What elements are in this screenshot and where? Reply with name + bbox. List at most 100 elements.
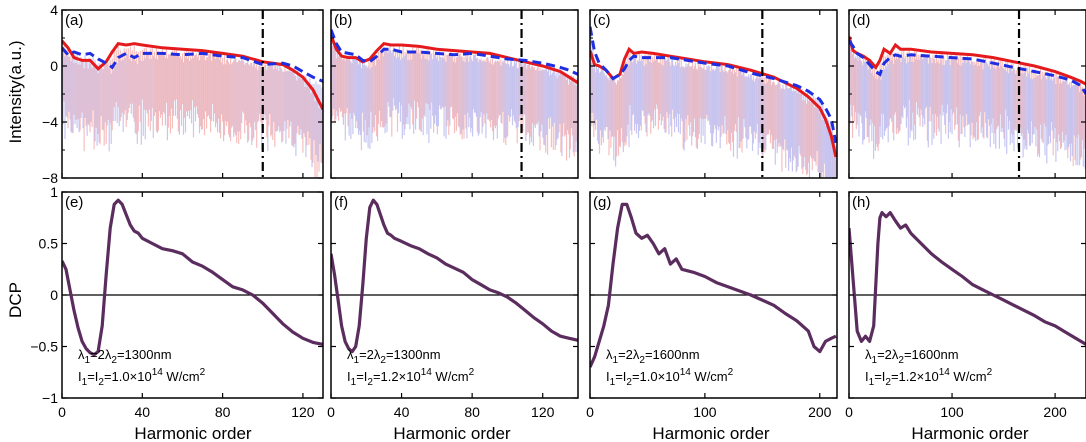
panel-a-plot-area [62,10,323,178]
panel-e-xtick-label: 80 [215,404,231,420]
x-axis-label-panel-h: Harmonic order [911,424,1028,442]
panel-b-blue-envelope [331,29,578,76]
bottom-y-axis-label: DCP [6,282,25,318]
panel-e-annot-exp2: 2 [200,367,206,378]
panel-e-ytick-label: 1 [50,184,58,200]
panel-g-annot-isub2: 2 [626,377,632,388]
panel-h-plot-area [849,211,1086,346]
panel-h-xtick-label: 200 [1043,404,1067,420]
panel-e-ytick-label: −0.5 [30,339,58,355]
panel-f-annot-ieq: =I [356,369,367,384]
panel-g-annot-i1: I [606,369,610,384]
panel-a-ytick-label: 0 [50,58,58,74]
panel-a-red-envelope [62,39,323,111]
panel-f-dcp-curve [331,198,578,354]
panel-f-xtick-label: 120 [531,404,555,420]
panel-e-annot-ieq: =I [87,369,98,384]
panel-c: (c) [589,9,838,179]
panel-d: (d) [848,9,1086,179]
panel-e-annot-eq: =2λ [90,347,112,362]
panel-c-spectrum-red [590,52,836,178]
panel-g-annot-wavelength-value: =1600nm [645,347,700,362]
panel-f-xtick-label: 40 [394,404,410,420]
panel-f-plot-area [331,198,578,354]
panel-g-annot-isub1: 1 [610,377,616,388]
panel-h-dcp-curve [849,211,1086,346]
panel-d-spectrum-red [849,39,1085,166]
panel-g-annot-exp2: 2 [728,367,734,378]
panel-e-dcp-curve [62,198,323,357]
panel-e-xtick-label: 40 [135,404,151,420]
panel-h-annot-unit: W/cm [950,369,987,384]
panel-a-blue-envelope [62,46,323,83]
panel-h-xtick-label: 0 [845,404,853,420]
panel-f-annot-sub2: 2 [380,355,386,366]
panel-f-annot-lambda1: λ [347,347,354,362]
panel-e-annot-unit: W/cm [163,369,200,384]
panel-e-annot-sub2: 2 [111,355,117,366]
panel-e-annot-wavelength-value: =1300nm [117,347,172,362]
panel-g-annot-sub2: 2 [639,355,645,366]
panel-f-annot-exp2: 2 [469,367,475,378]
panel-e-annot-lambda1: λ [78,347,85,362]
panel-e-annot-isub2: 2 [98,377,104,388]
panel-h-annot-intensity-value: =1.2×10 [891,369,939,384]
panel-a-spectrum-red [62,44,322,178]
panel-g-xtick-label: 200 [808,404,832,420]
panel-f-annot-intensity-value: =1.2×10 [373,369,421,384]
x-axis-label-panel-e: Harmonic order [134,424,251,442]
panel-f-xtick-label: 0 [327,404,335,420]
panel-b-plot-area [331,10,578,178]
panel-g-xtick-label: 0 [586,404,594,420]
panel-g-annotation-wavelength: λ1=2λ2=1600nm [606,347,700,366]
panel-h-annot-sub1: 1 [872,355,878,366]
panel-e-annotation-intensity: I1=I2=1.0×1014 W/cm2 [78,367,206,388]
x-axis-label-panel-f: Harmonic order [393,424,510,442]
panel-a-ytick-label: −4 [42,114,58,130]
panel-c-spectrum-blue [590,33,837,178]
panel-g-plot-area [590,202,837,368]
panel-e-annotation-wavelength: λ1=2λ2=1300nm [78,347,172,366]
panel-g-annot-intensity-value: =1.0×10 [632,369,680,384]
panel-b-label: (b) [334,12,352,29]
panel-h-label: (h) [852,194,870,211]
panel-d-plot-area [849,10,1086,178]
panel-h-annot-exp2: 2 [987,367,993,378]
panel-h-annotation-wavelength: λ1=2λ2=1600nm [865,347,959,366]
panel-h-annot-sub2: 2 [898,355,904,366]
panel-g-annot-lambda1: λ [606,347,613,362]
panel-b-spectrum-red [331,42,577,161]
panel-f-label: (f) [334,194,348,211]
panel-e-annot-sub1: 1 [85,355,91,366]
panel-f-annotation-wavelength: λ1=2λ2=1300nm [347,347,441,366]
panel-d-spectrum-blue [849,45,1086,169]
panel-d-red-envelope [849,36,1086,86]
panel-a-ytick-label: 4 [50,2,58,18]
x-axis-label-panel-g: Harmonic order [652,424,769,442]
panel-g-annot-unit: W/cm [691,369,728,384]
panel-e-xtick-label: 0 [58,404,66,420]
panel-h-annot-wavelength-value: =1600nm [904,347,959,362]
panel-a-label: (a) [65,12,83,29]
panel-c-label: (c) [593,12,611,29]
panel-g-xtick-label: 100 [693,404,717,420]
panel-a: (a) −8 −4 0 4 [42,2,324,186]
panel-g-label: (g) [593,194,611,211]
panel-e-label: (e) [65,194,83,211]
panel-g-annot-exp1: 14 [680,367,692,378]
top-y-axis-label: Intensity(a.u.) [6,41,25,144]
panel-d-label: (d) [852,12,870,29]
panel-e-ytick-label: 0.5 [39,236,59,252]
panel-h-annot-isub1: 1 [869,377,875,388]
panel-e-annot-exp1: 14 [152,367,164,378]
panel-e-plot-area [62,198,323,357]
panel-e-annot-i1: I [78,369,82,384]
panel-b: (b) [330,9,579,179]
panel-f-annot-isub2: 2 [367,377,373,388]
panel-f-annot-sub1: 1 [354,355,360,366]
panel-b-red-envelope [331,34,578,85]
panel-a-spectrum-blue [62,50,323,168]
panel-b-spectrum-blue [331,37,578,158]
